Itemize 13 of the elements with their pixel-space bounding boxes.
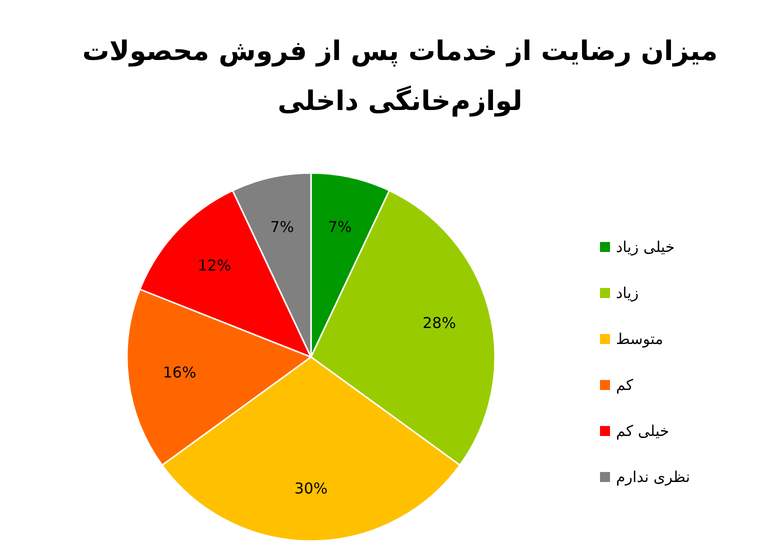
data-label: 12% xyxy=(198,256,232,274)
legend-label: خیلی کم xyxy=(616,422,670,440)
legend-label: زیاد xyxy=(616,284,639,302)
data-label: 30% xyxy=(294,480,328,498)
legend-label: خیلی زیاد xyxy=(616,238,675,256)
chart-title: میزان رضایت از خدمات پس از فروش محصولات لوازم‌خانگی داخلی xyxy=(82,36,718,117)
data-label: 16% xyxy=(162,364,196,382)
legend-label: متوسط xyxy=(616,330,664,348)
data-label: 28% xyxy=(422,314,456,332)
data-label: 7% xyxy=(328,218,352,236)
data-label: 7% xyxy=(270,218,294,236)
legend-label: نظری ندارم xyxy=(616,468,690,486)
legend-label: کم xyxy=(616,376,634,394)
